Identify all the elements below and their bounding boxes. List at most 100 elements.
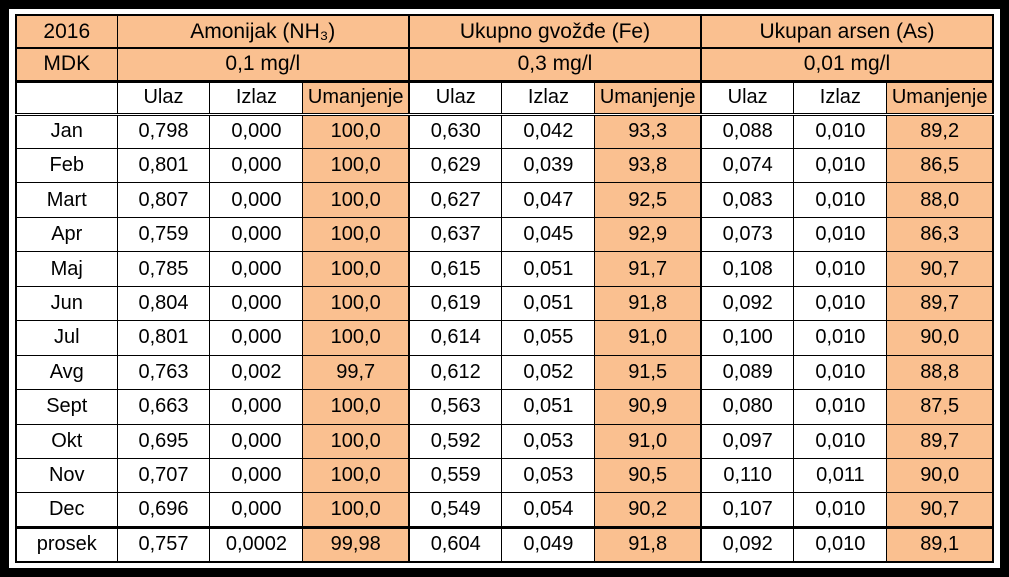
row-label: Dec	[15, 492, 118, 528]
row-label: Feb	[15, 147, 118, 184]
reduction-cell: 91,0	[594, 320, 702, 356]
subheader-umanjenje: Umanjenje	[302, 80, 411, 116]
group-header-gvozdje: Ukupno gvožđe (Fe)	[408, 14, 702, 49]
reduction-cell: 100,0	[302, 492, 411, 528]
value-cell: 0,002	[209, 354, 304, 391]
value-cell: 0,097	[700, 423, 795, 460]
mdk-label-cell: MDK	[15, 47, 118, 83]
row-label: prosek	[15, 525, 118, 563]
subheader-izlaz: Izlaz	[793, 80, 888, 116]
reduction-cell: 87,5	[886, 389, 994, 425]
reduction-cell: 93,8	[594, 147, 702, 184]
row-label: Okt	[15, 423, 118, 460]
row-label: Mart	[15, 182, 118, 218]
value-cell: 0,088	[700, 113, 795, 149]
value-cell: 0,785	[116, 251, 211, 287]
value-cell: 0,083	[700, 182, 795, 218]
value-cell: 0,615	[408, 251, 503, 287]
value-cell: 0,039	[501, 147, 596, 184]
value-cell: 0,604	[408, 525, 503, 563]
value-cell: 0,073	[700, 216, 795, 253]
value-cell: 0,010	[793, 525, 888, 563]
reduction-cell: 90,5	[594, 458, 702, 494]
value-cell: 0,054	[501, 492, 596, 528]
reduction-cell: 89,7	[886, 423, 994, 460]
value-cell: 0,663	[116, 389, 211, 425]
value-cell: 0,637	[408, 216, 503, 253]
value-cell: 0,000	[209, 147, 304, 184]
reduction-cell: 91,5	[594, 354, 702, 391]
value-cell: 0,763	[116, 354, 211, 391]
reduction-cell: 100,0	[302, 389, 411, 425]
mdk-value-arsen: 0,01 mg/l	[700, 47, 994, 83]
value-cell: 0,000	[209, 251, 304, 287]
row-label: Nov	[15, 458, 118, 494]
value-cell: 0,092	[700, 525, 795, 563]
value-cell: 0,045	[501, 216, 596, 253]
value-cell: 0,000	[209, 182, 304, 218]
reduction-cell: 100,0	[302, 216, 411, 253]
value-cell: 0,614	[408, 320, 503, 356]
subheader-izlaz: Izlaz	[501, 80, 596, 116]
value-cell: 0,000	[209, 458, 304, 494]
table-header: 2016 Amonijak (NH₃) Ukupno gvožđe (Fe) U…	[15, 14, 994, 116]
value-cell: 0,696	[116, 492, 211, 528]
value-cell: 0,612	[408, 354, 503, 391]
value-cell: 0,042	[501, 113, 596, 149]
subheader-ulaz: Ulaz	[408, 80, 503, 116]
value-cell: 0,052	[501, 354, 596, 391]
corner-empty-cell	[15, 80, 118, 116]
value-cell: 0,080	[700, 389, 795, 425]
value-cell: 0,000	[209, 285, 304, 322]
reduction-cell: 99,7	[302, 354, 411, 391]
reduction-cell: 91,8	[594, 525, 702, 563]
reduction-cell: 100,0	[302, 458, 411, 494]
reduction-cell: 90,0	[886, 458, 994, 494]
reduction-cell: 89,1	[886, 525, 994, 563]
reduction-cell: 90,7	[886, 492, 994, 528]
row-label: Sept	[15, 389, 118, 425]
value-cell: 0,801	[116, 147, 211, 184]
reduction-cell: 89,2	[886, 113, 994, 149]
table-body: Jan 0,798 0,000 100,0 0,630 0,042 93,3 0,088 0,0…	[15, 113, 994, 563]
table-row: Okt 0,695 0,000 100,0 0,592 0,053 91,0 0,097 0,0…	[15, 423, 994, 460]
reduction-cell: 89,7	[886, 285, 994, 322]
value-cell: 0,010	[793, 320, 888, 356]
subheader-ulaz: Ulaz	[116, 80, 211, 116]
value-cell: 0,010	[793, 182, 888, 218]
group-header-arsen: Ukupan arsen (As)	[700, 14, 994, 49]
table-row: Jul 0,801 0,000 100,0 0,614 0,055 91,0 0,100 0,0…	[15, 320, 994, 356]
value-cell: 0,053	[501, 423, 596, 460]
reduction-cell: 88,8	[886, 354, 994, 391]
value-cell: 0,010	[793, 113, 888, 149]
value-cell: 0,010	[793, 354, 888, 391]
reduction-cell: 100,0	[302, 147, 411, 184]
table-row: Nov 0,707 0,000 100,0 0,559 0,053 90,5 0,110 0,0…	[15, 458, 994, 494]
value-cell: 0,000	[209, 389, 304, 425]
reduction-cell: 88,0	[886, 182, 994, 218]
row-label: Jul	[15, 320, 118, 356]
mdk-value-amonijak: 0,1 mg/l	[116, 47, 410, 83]
value-cell: 0,757	[116, 525, 211, 563]
row-label: Apr	[15, 216, 118, 253]
table-row: Sept 0,663 0,000 100,0 0,563 0,051 90,9 0,080 0,…	[15, 389, 994, 425]
water-quality-table: 2016 Amonijak (NH₃) Ukupno gvožđe (Fe) U…	[15, 14, 994, 563]
value-cell: 0,010	[793, 423, 888, 460]
value-cell: 0,000	[209, 492, 304, 528]
value-cell: 0,000	[209, 216, 304, 253]
value-cell: 0,000	[209, 320, 304, 356]
subheader-izlaz: Izlaz	[209, 80, 304, 116]
subheader-umanjenje: Umanjenje	[886, 80, 994, 116]
value-cell: 0,100	[700, 320, 795, 356]
reduction-cell: 86,5	[886, 147, 994, 184]
value-cell: 0,110	[700, 458, 795, 494]
group-header-amonijak: Amonijak (NH₃)	[116, 14, 410, 49]
value-cell: 0,010	[793, 147, 888, 184]
value-cell: 0,630	[408, 113, 503, 149]
table-row: Maj 0,785 0,000 100,0 0,615 0,051 91,7 0,108 0,0…	[15, 251, 994, 287]
value-cell: 0,108	[700, 251, 795, 287]
reduction-cell: 91,0	[594, 423, 702, 460]
subheader-ulaz: Ulaz	[700, 80, 795, 116]
reduction-cell: 100,0	[302, 320, 411, 356]
reduction-cell: 91,7	[594, 251, 702, 287]
